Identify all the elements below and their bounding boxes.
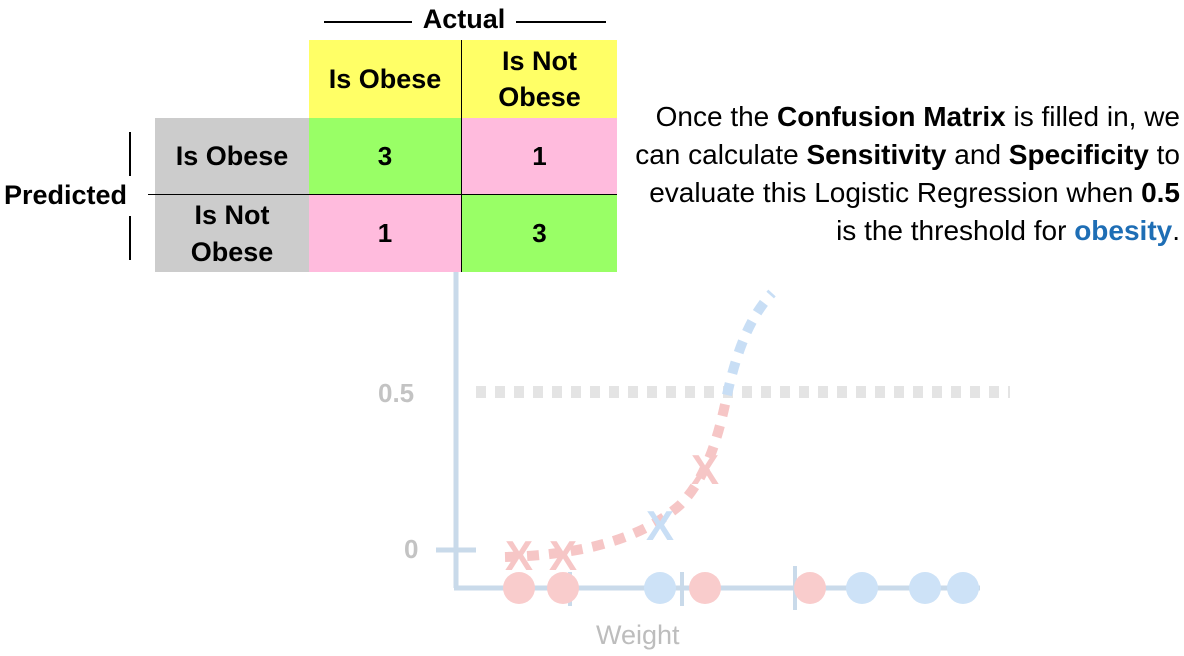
actual-title: Actual	[422, 4, 506, 34]
predicted-title: Predicted	[4, 180, 128, 210]
col-header-is-obese: Is Obese	[309, 40, 461, 118]
actual-title-rule-left	[324, 21, 412, 23]
sample-point-not-obese	[644, 572, 676, 604]
term-specificity: Specificity	[1008, 139, 1149, 170]
sample-point-obese	[794, 572, 826, 604]
predicted-bracket-top	[129, 132, 131, 176]
row-header-is-obese: Is Obese	[155, 118, 309, 195]
false-positive-cell: 1	[462, 118, 617, 195]
y-tick-label-zero: 0	[404, 534, 419, 564]
predicted-connector	[148, 194, 156, 195]
term-sensitivity: Sensitivity	[806, 139, 947, 170]
row-header-is-not-obese: Is Not Obese	[155, 195, 309, 272]
term-confusion-matrix: Confusion Matrix	[777, 101, 1006, 132]
explanation-text-part: is the threshold for	[836, 215, 1075, 246]
sample-point-obese	[503, 572, 535, 604]
x-axis-label: Weight	[596, 620, 680, 650]
sample-point-not-obese	[947, 572, 979, 604]
true-negative-cell: 3	[462, 195, 617, 272]
logistic-curve-upper	[722, 289, 776, 397]
explanation-text-part: .	[1172, 215, 1180, 246]
projection-marker-obese: X	[505, 532, 533, 579]
logistic-curve-lower	[504, 394, 732, 562]
col-header-is-not-obese: Is Not Obese	[462, 40, 617, 118]
explanation-text-part: and	[946, 139, 1009, 170]
predicted-bracket-bottom	[129, 216, 131, 260]
explanation-text: Once the Confusion Matrix is filled in, …	[630, 98, 1180, 250]
sample-point-not-obese	[846, 572, 878, 604]
false-negative-cell: 1	[309, 195, 461, 272]
true-positive-cell: 3	[309, 118, 461, 195]
projection-marker-obese: X	[691, 446, 719, 493]
sample-point-obese	[547, 572, 579, 604]
sample-point-not-obese	[909, 572, 941, 604]
y-tick-label-half: 0.5	[378, 378, 415, 408]
projection-marker-not-obese: X	[646, 502, 674, 549]
explanation-text-part: to evaluate this Logistic Regression whe…	[649, 139, 1180, 208]
term-threshold-value: 0.5	[1141, 177, 1180, 208]
actual-title-rule-right	[516, 21, 606, 23]
explanation-text-part: is filled in, we can calculate	[635, 101, 1180, 170]
term-obesity: obesity	[1074, 215, 1173, 246]
explanation-text-part: Once the	[655, 101, 778, 132]
matrix-divider-vertical	[461, 40, 462, 272]
matrix-divider-horizontal	[155, 194, 617, 195]
projection-marker-obese: X	[549, 532, 577, 579]
sample-point-obese	[689, 572, 721, 604]
